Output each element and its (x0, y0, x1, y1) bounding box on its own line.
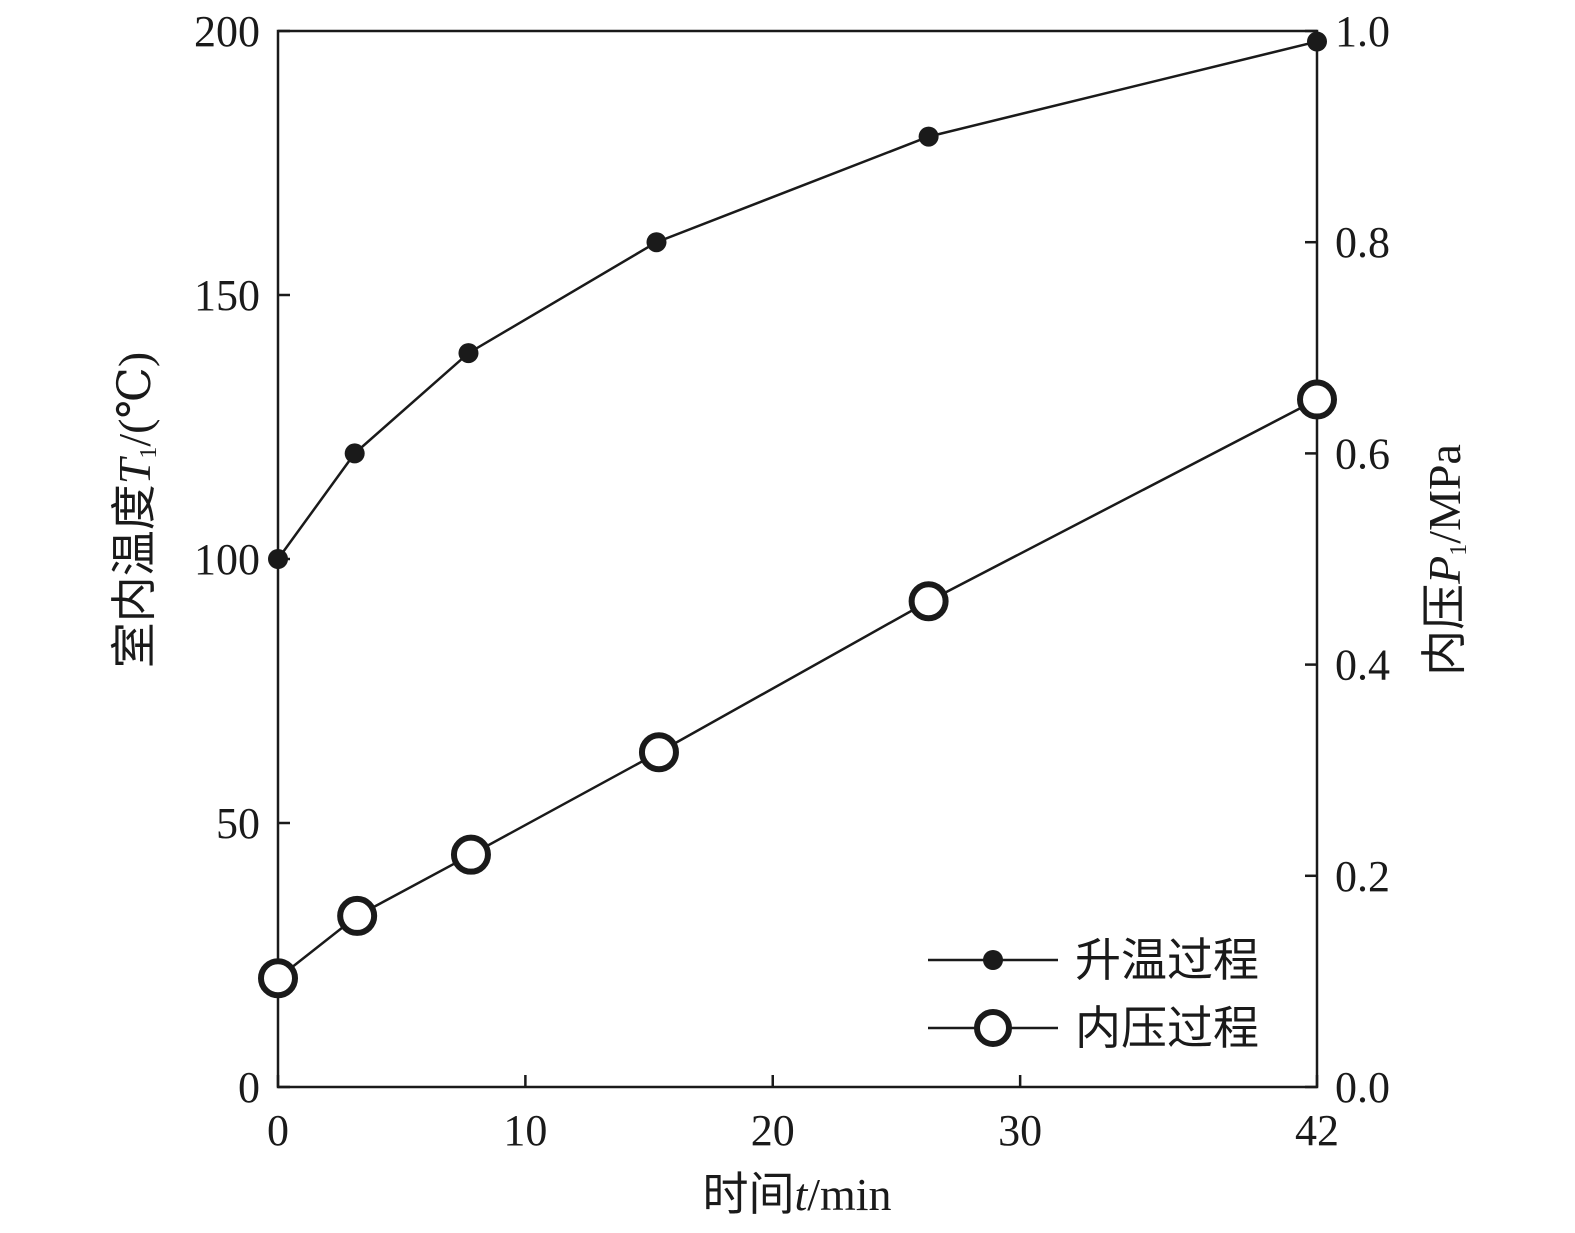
legend-label-pressure: 内压过程 (1075, 1003, 1259, 1054)
y-right-axis-title-sub: 1 (1446, 544, 1472, 556)
y-right-axis-title-suffix: /MPa (1419, 444, 1470, 544)
x-tick-label: 30 (998, 1106, 1042, 1155)
legend-label-temperature: 升温过程 (1075, 935, 1259, 986)
x-axis-title-suffix: /min (807, 1169, 891, 1220)
series-1-point (450, 834, 491, 875)
legend-marker-temperature (983, 950, 1003, 970)
y-left-tick-label: 0 (238, 1063, 260, 1112)
y-right-axis-title-prefix: 内压 (1419, 584, 1470, 676)
plot-frame (276, 29, 1319, 1089)
ticks-layer: 0 10 20 30 42 0 50 100 150 200 0.0 0.2 0.4 0.6 0.8 1.0 (194, 7, 1390, 1155)
series-0-point (1307, 31, 1327, 52)
series-1-point (258, 958, 298, 999)
series-1-line (277, 398, 1318, 980)
y-right-axis-title: 内压P1/MPa (1419, 444, 1472, 676)
y-left-tick-label: 100 (194, 535, 260, 584)
y-left-tick-label: 150 (194, 271, 260, 320)
x-tick-label: 42 (1295, 1106, 1339, 1155)
y-left-axis-title: 室内温度T1/(℃) (109, 352, 162, 668)
y-left-axis-title-var: T (109, 455, 160, 484)
series-1-point (1297, 379, 1337, 420)
series-0-point (646, 232, 667, 253)
y-right-axis-title-var: P (1419, 556, 1470, 585)
x-tick-label: 0 (267, 1106, 289, 1155)
x-axis-title-var: t (794, 1169, 808, 1220)
y-right-tick-label: 1.0 (1335, 7, 1390, 56)
series-layer (258, 31, 1337, 999)
x-axis-title: 时间t/min (702, 1169, 891, 1220)
y-right-tick-label: 0.6 (1335, 429, 1390, 478)
series-1-point (337, 895, 378, 936)
series-0-line (276, 40, 1318, 560)
y-right-tick-label: 0.2 (1335, 852, 1390, 901)
series-1-point (908, 581, 949, 622)
x-axis-title-prefix: 时间 (702, 1169, 794, 1220)
y-left-axis-title-prefix: 室内温度 (109, 484, 160, 668)
y-right-tick-label: 0.8 (1335, 218, 1390, 267)
legend: 升温过程 内压过程 (928, 935, 1259, 1054)
x-tick-label: 10 (503, 1106, 547, 1155)
series-1-point (638, 732, 679, 773)
y-left-axis-title-sub: 1 (136, 447, 162, 459)
series-0-point (918, 126, 939, 147)
series-0-point (268, 549, 288, 569)
legend-marker-pressure (974, 1009, 1012, 1047)
y-left-tick-label: 50 (216, 799, 260, 848)
y-left-axis-title-suffix: /(℃) (109, 352, 160, 447)
y-right-tick-label: 0.4 (1335, 641, 1390, 690)
y-right-tick-label: 0.0 (1335, 1063, 1390, 1112)
x-tick-label: 20 (751, 1106, 795, 1155)
series-0-point (344, 443, 365, 464)
y-left-tick-label: 200 (194, 7, 260, 56)
series-0-point (458, 343, 479, 364)
